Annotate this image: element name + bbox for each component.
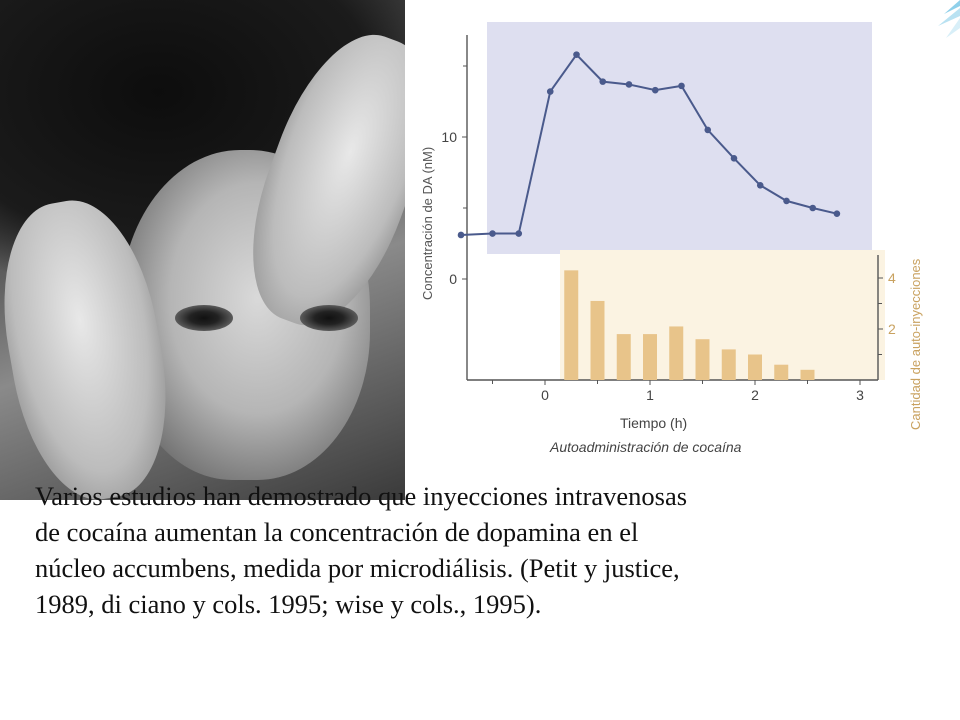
x-tick-label: 3 bbox=[856, 387, 864, 403]
decorative-stripes bbox=[938, 0, 960, 38]
dopamine-point bbox=[599, 78, 607, 85]
dopamine-point bbox=[489, 230, 496, 237]
dopamine-point bbox=[783, 197, 790, 205]
dopamine-point bbox=[833, 210, 841, 217]
left-eye bbox=[175, 305, 233, 331]
dopamine-point bbox=[546, 88, 554, 95]
dopamine-point bbox=[678, 82, 685, 90]
dopamine-chart: 0 1 2 3 0 10 2 4 Concentración de DA (nM) Canti… bbox=[420, 22, 923, 455]
injection-bar bbox=[616, 334, 631, 380]
y-tick-label: 10 bbox=[441, 129, 457, 145]
x-tick-label: 0 bbox=[541, 387, 549, 403]
injection-bar bbox=[774, 364, 789, 380]
distressed-woman-photo bbox=[0, 0, 405, 500]
caption-line: de cocaína aumentan la concentración de … bbox=[35, 517, 639, 547]
dopamine-line bbox=[457, 51, 841, 239]
injection-bar bbox=[669, 326, 684, 380]
injection-bar bbox=[721, 349, 736, 380]
injection-bar bbox=[590, 300, 605, 380]
caption-text: Varios estudios han demostrado que inyec… bbox=[35, 478, 915, 622]
injection-bar bbox=[564, 270, 579, 380]
dopamine-point bbox=[625, 81, 633, 88]
y-tick-label: 0 bbox=[449, 271, 457, 287]
y2-tick-label: 2 bbox=[888, 321, 896, 337]
self-injection-bars bbox=[564, 270, 815, 380]
dopamine-point bbox=[651, 86, 659, 94]
caption-line: Varios estudios han demostrado que inyec… bbox=[35, 481, 688, 511]
caption-line: núcleo accumbens, medida por microdiális… bbox=[35, 553, 680, 583]
dopamine-point bbox=[457, 231, 465, 239]
dopamine-point bbox=[809, 204, 817, 212]
injection-bar bbox=[695, 339, 710, 380]
x-axis-label: Tiempo (h) bbox=[620, 415, 687, 431]
line-panel-background bbox=[487, 22, 872, 254]
dopamine-point bbox=[573, 51, 580, 58]
chart-title: Autoadministración de cocaína bbox=[549, 439, 742, 455]
dopamine-point bbox=[730, 155, 738, 162]
y2-tick-label: 4 bbox=[888, 270, 896, 286]
dopamine-point bbox=[756, 181, 764, 189]
injection-bar bbox=[748, 354, 762, 380]
dopamine-point bbox=[704, 126, 712, 134]
x-tick-label: 1 bbox=[646, 387, 654, 403]
caption-line: 1989, di ciano y cols. 1995; wise y cols… bbox=[35, 589, 542, 619]
x-tick-label: 2 bbox=[751, 387, 759, 403]
dopamine-chart-figure: 0 1 2 3 0 10 2 4 Concentración de DA (nM) Canti… bbox=[405, 0, 935, 470]
y2-axis-label: Cantidad de auto-inyecciones bbox=[908, 258, 923, 430]
injection-bar bbox=[643, 334, 657, 380]
axis-ticks: 0 1 2 3 0 10 2 4 bbox=[441, 65, 896, 403]
right-eye bbox=[300, 305, 358, 331]
injection-bar bbox=[800, 369, 815, 380]
dopamine-point bbox=[515, 230, 523, 237]
y-axis-label: Concentración de DA (nM) bbox=[420, 147, 435, 300]
